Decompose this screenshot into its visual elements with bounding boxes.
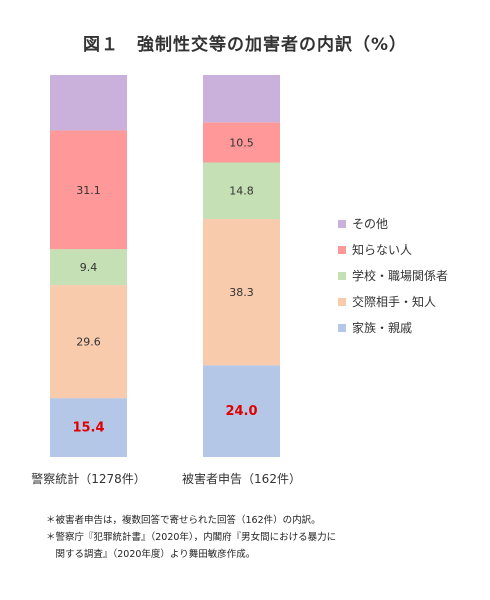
bar-segment [203, 219, 280, 366]
bar-segment [50, 398, 127, 457]
footnote-line: ＊被害者申告は，複数回答で寄せられた回答（162件）の内訳。 [46, 515, 321, 526]
data-label: 14.8 [229, 185, 254, 198]
bar-segment [50, 249, 127, 286]
data-label: 10.5 [229, 136, 254, 149]
footnote-line: 関する調査』（2020年度）より舞田敏彦作成。 [46, 549, 256, 560]
legend-label: 知らない人 [352, 243, 412, 257]
data-label: 24.0 [225, 404, 257, 419]
legend-label: 学校・職場関係者 [352, 268, 448, 283]
footnotes: ＊被害者申告は，複数回答で寄せられた回答（162件）の内訳。 ＊警察庁『犯罪統計… [46, 512, 476, 563]
bar-segment [203, 162, 280, 220]
segment-labels-group: 15.4 29.6 9.4 31.1 24.0 38.3 14.8 10.5 [72, 136, 257, 435]
bar-segment [50, 130, 127, 250]
data-label: 29.6 [76, 336, 101, 349]
data-label: 15.4 [72, 421, 104, 436]
legend-label: その他 [352, 217, 388, 231]
bars-group [50, 75, 280, 457]
bar-segment [203, 122, 280, 163]
data-label: 9.4 [80, 261, 98, 274]
legend-swatch [338, 272, 346, 280]
legend-label: 家族・親戚 [352, 320, 412, 335]
data-label: 38.3 [229, 286, 254, 299]
category-labels-group: 警察統計（1278件） 被害者申告（162件） [31, 471, 301, 486]
data-label: 31.1 [76, 184, 101, 197]
legend-swatch [338, 246, 346, 254]
bar-segment [203, 365, 280, 457]
legend-swatch [338, 220, 346, 228]
legend-swatch [338, 324, 346, 332]
legend-swatch [338, 298, 346, 306]
footnote-line: ＊警察庁『犯罪統計書』（2020年），内閣府『男女間における暴力に [46, 532, 337, 543]
bar-segment [203, 75, 280, 123]
legend-label: 交際相手・知人 [352, 294, 436, 309]
bar-segment [50, 75, 127, 131]
category-label: 警察統計（1278件） [31, 471, 146, 486]
category-label: 被害者申告（162件） [182, 471, 301, 486]
chart-title: 図１ 強制性交等の加害者の内訳（%） [82, 35, 408, 55]
bar-segment [50, 285, 127, 399]
